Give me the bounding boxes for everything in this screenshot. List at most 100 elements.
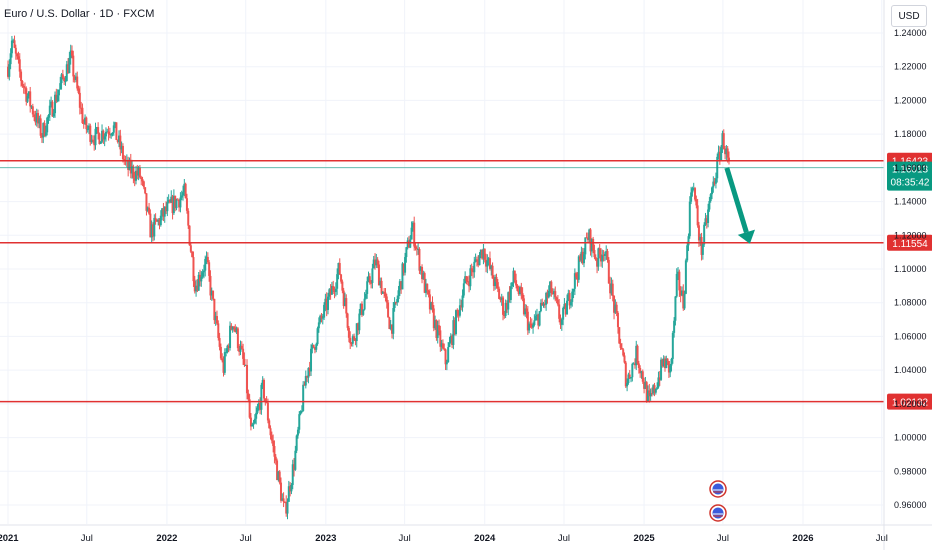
candle-up [692, 188, 695, 190]
candle-down [586, 237, 589, 240]
events-layer [709, 480, 727, 522]
candle-up [605, 251, 608, 254]
candle-up [214, 316, 217, 321]
candle-down [73, 76, 76, 80]
candle-up [286, 501, 289, 514]
candle-up [229, 325, 232, 348]
candle-up [396, 299, 399, 303]
candle-up [381, 291, 384, 294]
candle-down [176, 199, 179, 201]
candle-up [296, 429, 299, 436]
candle-down [537, 314, 540, 326]
candle-down [269, 428, 272, 436]
candle-up [445, 362, 448, 365]
candle-up [393, 302, 396, 309]
candle-down [400, 281, 403, 290]
candle-up [319, 315, 322, 323]
candle-down [599, 254, 602, 262]
candle-down [705, 218, 708, 223]
x-tick-label: Jul [558, 533, 570, 544]
candle-down [85, 117, 88, 130]
candle-up [430, 302, 433, 310]
x-tick-label: 2025 [634, 533, 656, 544]
candle-up [153, 217, 156, 237]
candle-up [562, 308, 565, 320]
projection-arrow-shaft[interactable] [724, 167, 749, 233]
candle-down [453, 320, 456, 335]
candle-down [564, 303, 567, 315]
candle-down [232, 326, 235, 328]
candle-up [210, 290, 213, 296]
projection-arrow-head[interactable] [737, 229, 756, 244]
us-flag-icon[interactable] [709, 480, 727, 498]
candle-down [33, 114, 36, 117]
candle-up [46, 117, 49, 133]
candle-down [391, 324, 394, 334]
candle-up [704, 218, 707, 225]
candle-down [713, 181, 716, 184]
candle-down [249, 417, 252, 427]
candle-down [208, 262, 211, 276]
x-tick-label: 2026 [792, 533, 813, 544]
candle-down [483, 248, 486, 260]
grid-layer [0, 0, 883, 524]
y-tick-label: 1.22000 [894, 62, 927, 72]
candle-down [282, 498, 285, 502]
candle-up [69, 50, 72, 58]
candle-up [131, 166, 134, 174]
candle-down [333, 290, 336, 292]
us-flag-icon[interactable] [709, 504, 727, 522]
candle-down [383, 291, 386, 293]
candle-up [64, 81, 67, 83]
candle-down [154, 217, 157, 220]
candle-up [47, 115, 50, 118]
candle-up [725, 148, 728, 155]
candle-down [517, 290, 520, 294]
candle-up [577, 256, 580, 280]
candle-up [631, 363, 634, 378]
candle-down [555, 297, 558, 300]
candle-down [171, 196, 174, 214]
candle-up [627, 374, 630, 383]
y-tick-label: 1.04000 [894, 365, 927, 375]
candle-up [560, 319, 563, 325]
candle-up [307, 368, 310, 378]
candle-up [87, 125, 90, 130]
candle-up [405, 247, 408, 258]
candle-down [554, 291, 557, 298]
y-tick-label: 1.14000 [894, 197, 927, 207]
candle-up [580, 251, 583, 261]
candle-up [327, 296, 330, 310]
candle-up [674, 296, 677, 321]
candle-up [94, 128, 97, 146]
candle-up [336, 274, 339, 289]
candle-up [159, 215, 162, 226]
y-tick-label: 1.10000 [894, 264, 927, 274]
candle-down [596, 259, 599, 267]
candle-up [721, 133, 724, 148]
candle-up [300, 410, 303, 412]
candle-down [648, 390, 651, 397]
symbol-title[interactable]: Euro / U.S. Dollar · 1D · FXCM [4, 8, 155, 20]
candle-up [398, 281, 401, 291]
candle-up [487, 258, 490, 261]
candle-up [290, 484, 293, 492]
candle-down [121, 145, 124, 160]
candle-up [635, 345, 638, 366]
candle-down [525, 308, 528, 312]
candle-down [376, 259, 379, 265]
candle-up [532, 325, 535, 328]
candle-down [81, 107, 84, 124]
candle-up [601, 254, 604, 262]
candle-down [347, 327, 350, 338]
candle-down [488, 258, 491, 269]
candle-down [243, 358, 246, 366]
currency-button[interactable]: USD [891, 5, 927, 27]
candle-up [195, 285, 198, 292]
candles-layer [7, 35, 730, 520]
candle-down [37, 113, 40, 124]
candle-down [457, 311, 460, 316]
